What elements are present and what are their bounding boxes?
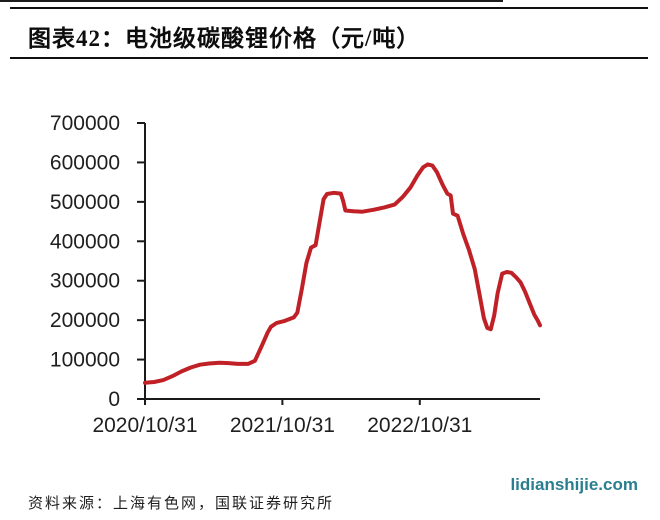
y-tick-label: 700000 [50, 112, 120, 135]
price-line [143, 162, 542, 385]
source-note: 资料来源：上海有色网，国联证券研究所 [28, 496, 335, 512]
y-tick-label: 200000 [50, 309, 120, 332]
title-divider [10, 57, 648, 59]
chart-title: 图表42：电池级碳酸锂价格（元/吨） [28, 26, 421, 51]
y-tick-label: 400000 [50, 230, 120, 253]
y-tick-label: 100000 [50, 349, 120, 372]
x-tick-label: 2021/10/31 [230, 414, 335, 437]
y-tick-label: 0 [108, 388, 120, 411]
y-tick-label: 300000 [50, 270, 120, 293]
y-tick-label: 600000 [50, 151, 120, 174]
x-tick-label: 2020/10/31 [92, 414, 197, 437]
y-tick-label: 500000 [50, 191, 120, 214]
x-tick-label: 2022/10/31 [367, 414, 472, 437]
footer-divider [0, 0, 503, 2]
top-divider [10, 7, 648, 9]
watermark-text: lidianshijie.com [510, 475, 638, 494]
